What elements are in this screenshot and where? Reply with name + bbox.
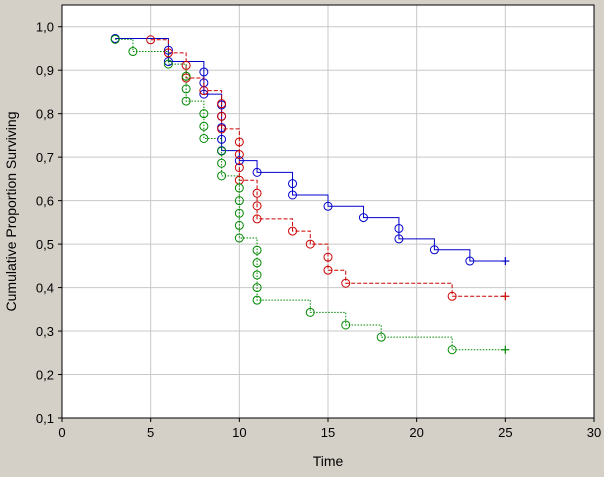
series-2-event-point [323,265,333,275]
series-2-event-point [199,86,209,96]
series-3-censor-mark [501,345,510,354]
series-1-censor-mark [501,257,510,266]
series-3-event-point [341,320,351,330]
series-3-event-point [199,109,209,119]
x-tick-label: 25 [498,425,512,440]
series-3-event-point [252,245,262,255]
series-3-event-point [163,59,173,69]
series-2-event-point [341,278,351,288]
series-2-event-point [146,35,156,45]
series-2-event-point [323,252,333,262]
series-2-event-point [217,111,227,121]
series-2-event-point [234,163,244,173]
series-2-event-point [252,201,262,211]
series-3-line [115,38,506,351]
series-1-event-point [465,256,475,266]
series-3-event-point [217,158,227,168]
series-1-event-point [288,179,298,189]
series-2-event-point [163,48,173,58]
x-tick-label: 0 [58,425,65,440]
series-2-censor-mark [501,292,510,301]
series-2-event-point [252,214,262,224]
series-3-event-point [252,270,262,280]
series-3-event-point [128,47,138,57]
y-tick-label: 0,7 [36,150,54,165]
series-3-event-point [199,133,209,143]
x-tick-label: 15 [321,425,335,440]
series-3-event-point [181,84,191,94]
series-1-event-point [429,245,439,255]
series-3-event-point [234,233,244,243]
series-2-event-point [181,60,191,70]
y-tick-label: 0,3 [36,324,54,339]
tick-labels: 0 5 10 15 20 25 30 0,1 0,2 0,3 0,4 0,5 0,6 0,7 0,8 0,9 1… [36,20,601,440]
series-1-event-point [199,89,209,99]
series-3-event-point [305,307,315,317]
series-3-event-point [181,71,191,81]
series-2-event-point [217,99,227,109]
series-3-event-point [234,220,244,230]
y-tick-label: 0,2 [36,368,54,383]
series-2-event-point [252,188,262,198]
y-tick-label: 0,6 [36,194,54,209]
series-1-event-point [252,167,262,177]
y-axis-label: Cumulative Proportion Surviving [3,112,19,312]
x-tick-label: 30 [587,425,601,440]
x-axis-label: Time [313,453,344,469]
series-3-event-point [252,283,262,293]
series-3-event-point [447,345,457,355]
y-tick-label: 0,9 [36,63,54,78]
series-3-event-point [217,146,227,156]
series-1-event-point [199,67,209,77]
series-3-event-point [110,34,120,44]
series-1-event-point [217,134,227,144]
series-3-event-point [234,196,244,206]
series-3-event-point [252,258,262,268]
series-3-event-point [234,208,244,218]
series-2-event-point [447,291,457,301]
series-2-event-point [217,124,227,134]
series-3-event-point [376,332,386,342]
series-2-event-point [305,239,315,249]
series-3-event-point [234,183,244,193]
series-1-event-point [163,57,173,67]
series-3-event-point [181,96,191,106]
series-3-event-point [217,171,227,181]
x-tick-label: 10 [232,425,246,440]
series-2-event-point [288,226,298,236]
series-1-event-point [163,45,173,55]
series-3-event-point [252,295,262,305]
series-2-event-point [234,150,244,160]
series-1-event-point [394,234,404,244]
y-tick-label: 0,5 [36,237,54,252]
series-1-event-point [394,223,404,233]
x-tick-label: 20 [409,425,423,440]
series-1-event-point [358,213,368,223]
y-tick-label: 0,8 [36,107,54,122]
series-2-event-point [234,137,244,147]
y-tick-label: 0,1 [36,411,54,426]
series-1-event-point [323,201,333,211]
y-tick-label: 0,4 [36,281,54,296]
y-tick-label: 1,0 [36,20,54,35]
marker-layer [110,33,510,355]
series-1-event-point [288,190,298,200]
x-tick-label: 5 [147,425,154,440]
series-3-event-point [199,121,209,131]
series-1-event-point [234,156,244,166]
